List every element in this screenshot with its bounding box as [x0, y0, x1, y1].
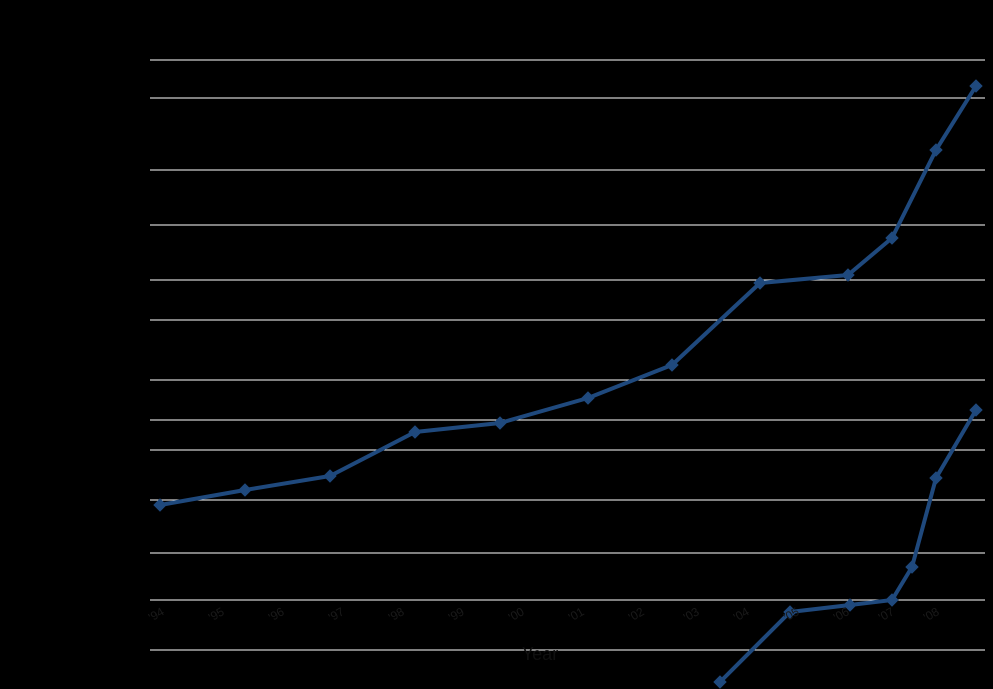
- line-chart-svg: '94'95'96'97'98'99'00'01'02'03'04'05'06'…: [0, 0, 993, 689]
- chart-background: [0, 0, 993, 689]
- x-axis-label: Year: [522, 644, 558, 664]
- chart-container: '94'95'96'97'98'99'00'01'02'03'04'05'06'…: [0, 0, 993, 689]
